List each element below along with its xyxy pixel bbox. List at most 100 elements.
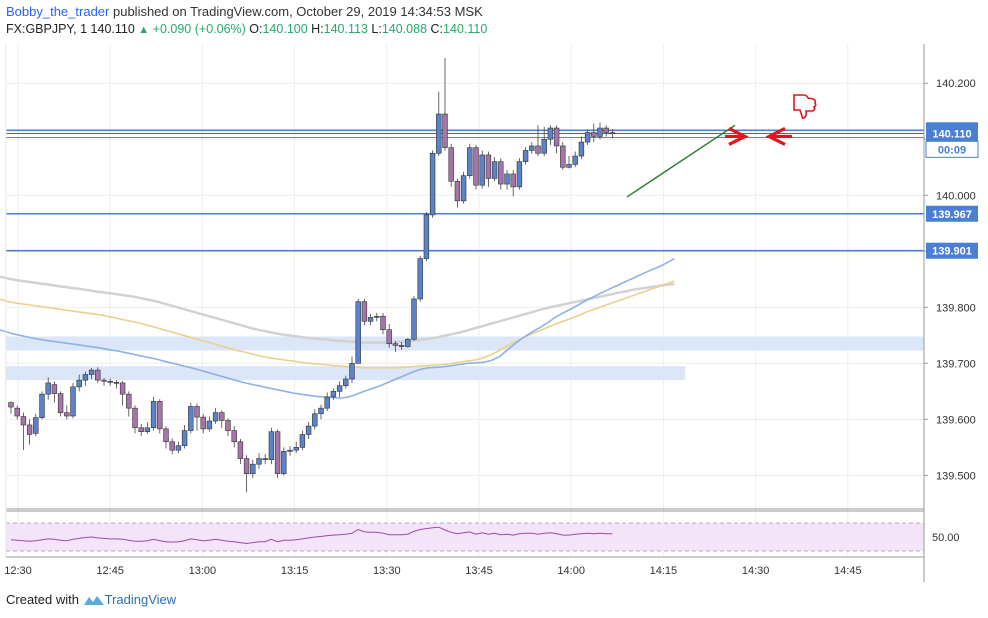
price-label-text: 00:09 bbox=[938, 144, 966, 156]
candle-body bbox=[367, 317, 374, 322]
candle-body bbox=[175, 445, 182, 451]
change-value: +0.090 (+0.06%) bbox=[152, 22, 246, 36]
candle-body bbox=[144, 427, 151, 432]
candle-body bbox=[417, 258, 423, 300]
footer-created-with: Created with bbox=[6, 592, 79, 607]
tradingview-logo-icon bbox=[83, 596, 104, 605]
candle-body bbox=[157, 401, 163, 430]
candle-body bbox=[504, 173, 510, 185]
x-tick-label: 12:45 bbox=[96, 565, 124, 577]
candle-body bbox=[113, 382, 120, 384]
candle-body bbox=[460, 175, 467, 202]
candle-body bbox=[361, 301, 368, 322]
candle-body bbox=[603, 127, 609, 133]
ohlc-o-label: O: bbox=[249, 22, 263, 36]
candle-body bbox=[454, 180, 461, 202]
candle-body bbox=[448, 147, 454, 182]
ma-mid-line bbox=[0, 280, 675, 369]
right-arrow-icon bbox=[728, 127, 749, 146]
candle-body bbox=[138, 427, 144, 432]
candle-body bbox=[572, 155, 578, 165]
x-tick-label: 12:30 bbox=[4, 565, 32, 577]
candle-body bbox=[212, 412, 219, 422]
x-tick-label: 14:30 bbox=[742, 565, 770, 577]
candle-body bbox=[287, 449, 293, 452]
candle-body bbox=[584, 132, 591, 143]
thumbs-down-shape bbox=[793, 94, 817, 120]
ohlc-h-value: 140.113 bbox=[323, 22, 368, 36]
candle-body bbox=[566, 164, 572, 168]
last-price: 140.110 bbox=[90, 22, 135, 36]
candle-body bbox=[150, 401, 157, 429]
candle-body bbox=[510, 173, 516, 188]
candle-body bbox=[169, 441, 175, 451]
ma-fast-line bbox=[0, 257, 675, 399]
candle-body bbox=[51, 384, 58, 394]
ohlc-l-label: L: bbox=[371, 22, 382, 36]
candle-body bbox=[609, 132, 616, 134]
candle-body bbox=[411, 298, 417, 340]
x-tick-label: 13:45 bbox=[465, 565, 493, 577]
candle-body bbox=[442, 113, 448, 148]
y-tick-label: 139.500 bbox=[936, 470, 976, 482]
candle-body bbox=[225, 420, 231, 431]
candle-body bbox=[101, 379, 107, 382]
published-text: published on TradingView.com, October 29… bbox=[112, 4, 483, 19]
price-label-box bbox=[926, 242, 978, 259]
candle-body bbox=[107, 380, 113, 383]
candle-body bbox=[436, 113, 442, 154]
candle-body bbox=[553, 127, 560, 147]
change-info: ▲ +0.090 (+0.06%) bbox=[138, 22, 246, 36]
ohlc-c-value: 140.110 bbox=[443, 22, 488, 36]
candle-body bbox=[312, 413, 318, 427]
rsi-line bbox=[10, 526, 613, 545]
candle-body bbox=[299, 434, 306, 448]
candle-body bbox=[200, 416, 206, 430]
candle-body bbox=[547, 127, 554, 140]
ohlc-l-value: 140.088 bbox=[381, 22, 428, 36]
candle-body bbox=[355, 301, 361, 364]
x-tick-label: 14:15 bbox=[650, 565, 678, 577]
candle-body bbox=[268, 431, 275, 460]
ohlc-h-label: H: bbox=[311, 22, 324, 36]
price-label-box bbox=[926, 205, 978, 222]
price-label-box bbox=[926, 125, 978, 142]
candle-body bbox=[88, 369, 95, 375]
candle-body bbox=[33, 417, 39, 434]
candle-body bbox=[516, 161, 523, 188]
annotations bbox=[626, 94, 817, 198]
candle-body bbox=[467, 147, 473, 176]
candle-body bbox=[163, 428, 169, 443]
horizontal-levels bbox=[6, 129, 924, 252]
symbol-name: FX:GBPJPY, 1 bbox=[6, 22, 88, 36]
candle-body bbox=[82, 374, 89, 381]
footer-brand[interactable]: TradingView bbox=[104, 592, 177, 607]
rsi-band bbox=[6, 523, 924, 551]
candle-body bbox=[597, 127, 603, 137]
candle-body bbox=[194, 406, 200, 418]
candle-body bbox=[119, 382, 126, 395]
candle-body bbox=[256, 458, 262, 465]
candle-body bbox=[330, 391, 337, 398]
candle-body bbox=[219, 412, 225, 421]
candle-body bbox=[529, 145, 535, 151]
candle-body bbox=[76, 379, 82, 388]
candle-body bbox=[380, 315, 386, 331]
x-tick-label: 13:00 bbox=[189, 565, 217, 577]
candle-body bbox=[473, 147, 479, 186]
support-zone bbox=[6, 366, 686, 381]
candle-body bbox=[45, 382, 51, 395]
candle-body bbox=[39, 393, 45, 418]
candle-body bbox=[405, 338, 411, 347]
author-link[interactable]: Bobby_the_trader bbox=[6, 4, 110, 19]
candle-body bbox=[95, 369, 101, 381]
candle-body bbox=[231, 430, 237, 443]
axes: 140.200140.100140.000139.900139.800139.7… bbox=[4, 44, 976, 582]
candle-body bbox=[324, 396, 330, 409]
candle-body bbox=[343, 378, 349, 387]
candle-body bbox=[237, 441, 244, 459]
candle-body bbox=[423, 214, 430, 259]
thumbs-down-icon bbox=[793, 94, 817, 120]
